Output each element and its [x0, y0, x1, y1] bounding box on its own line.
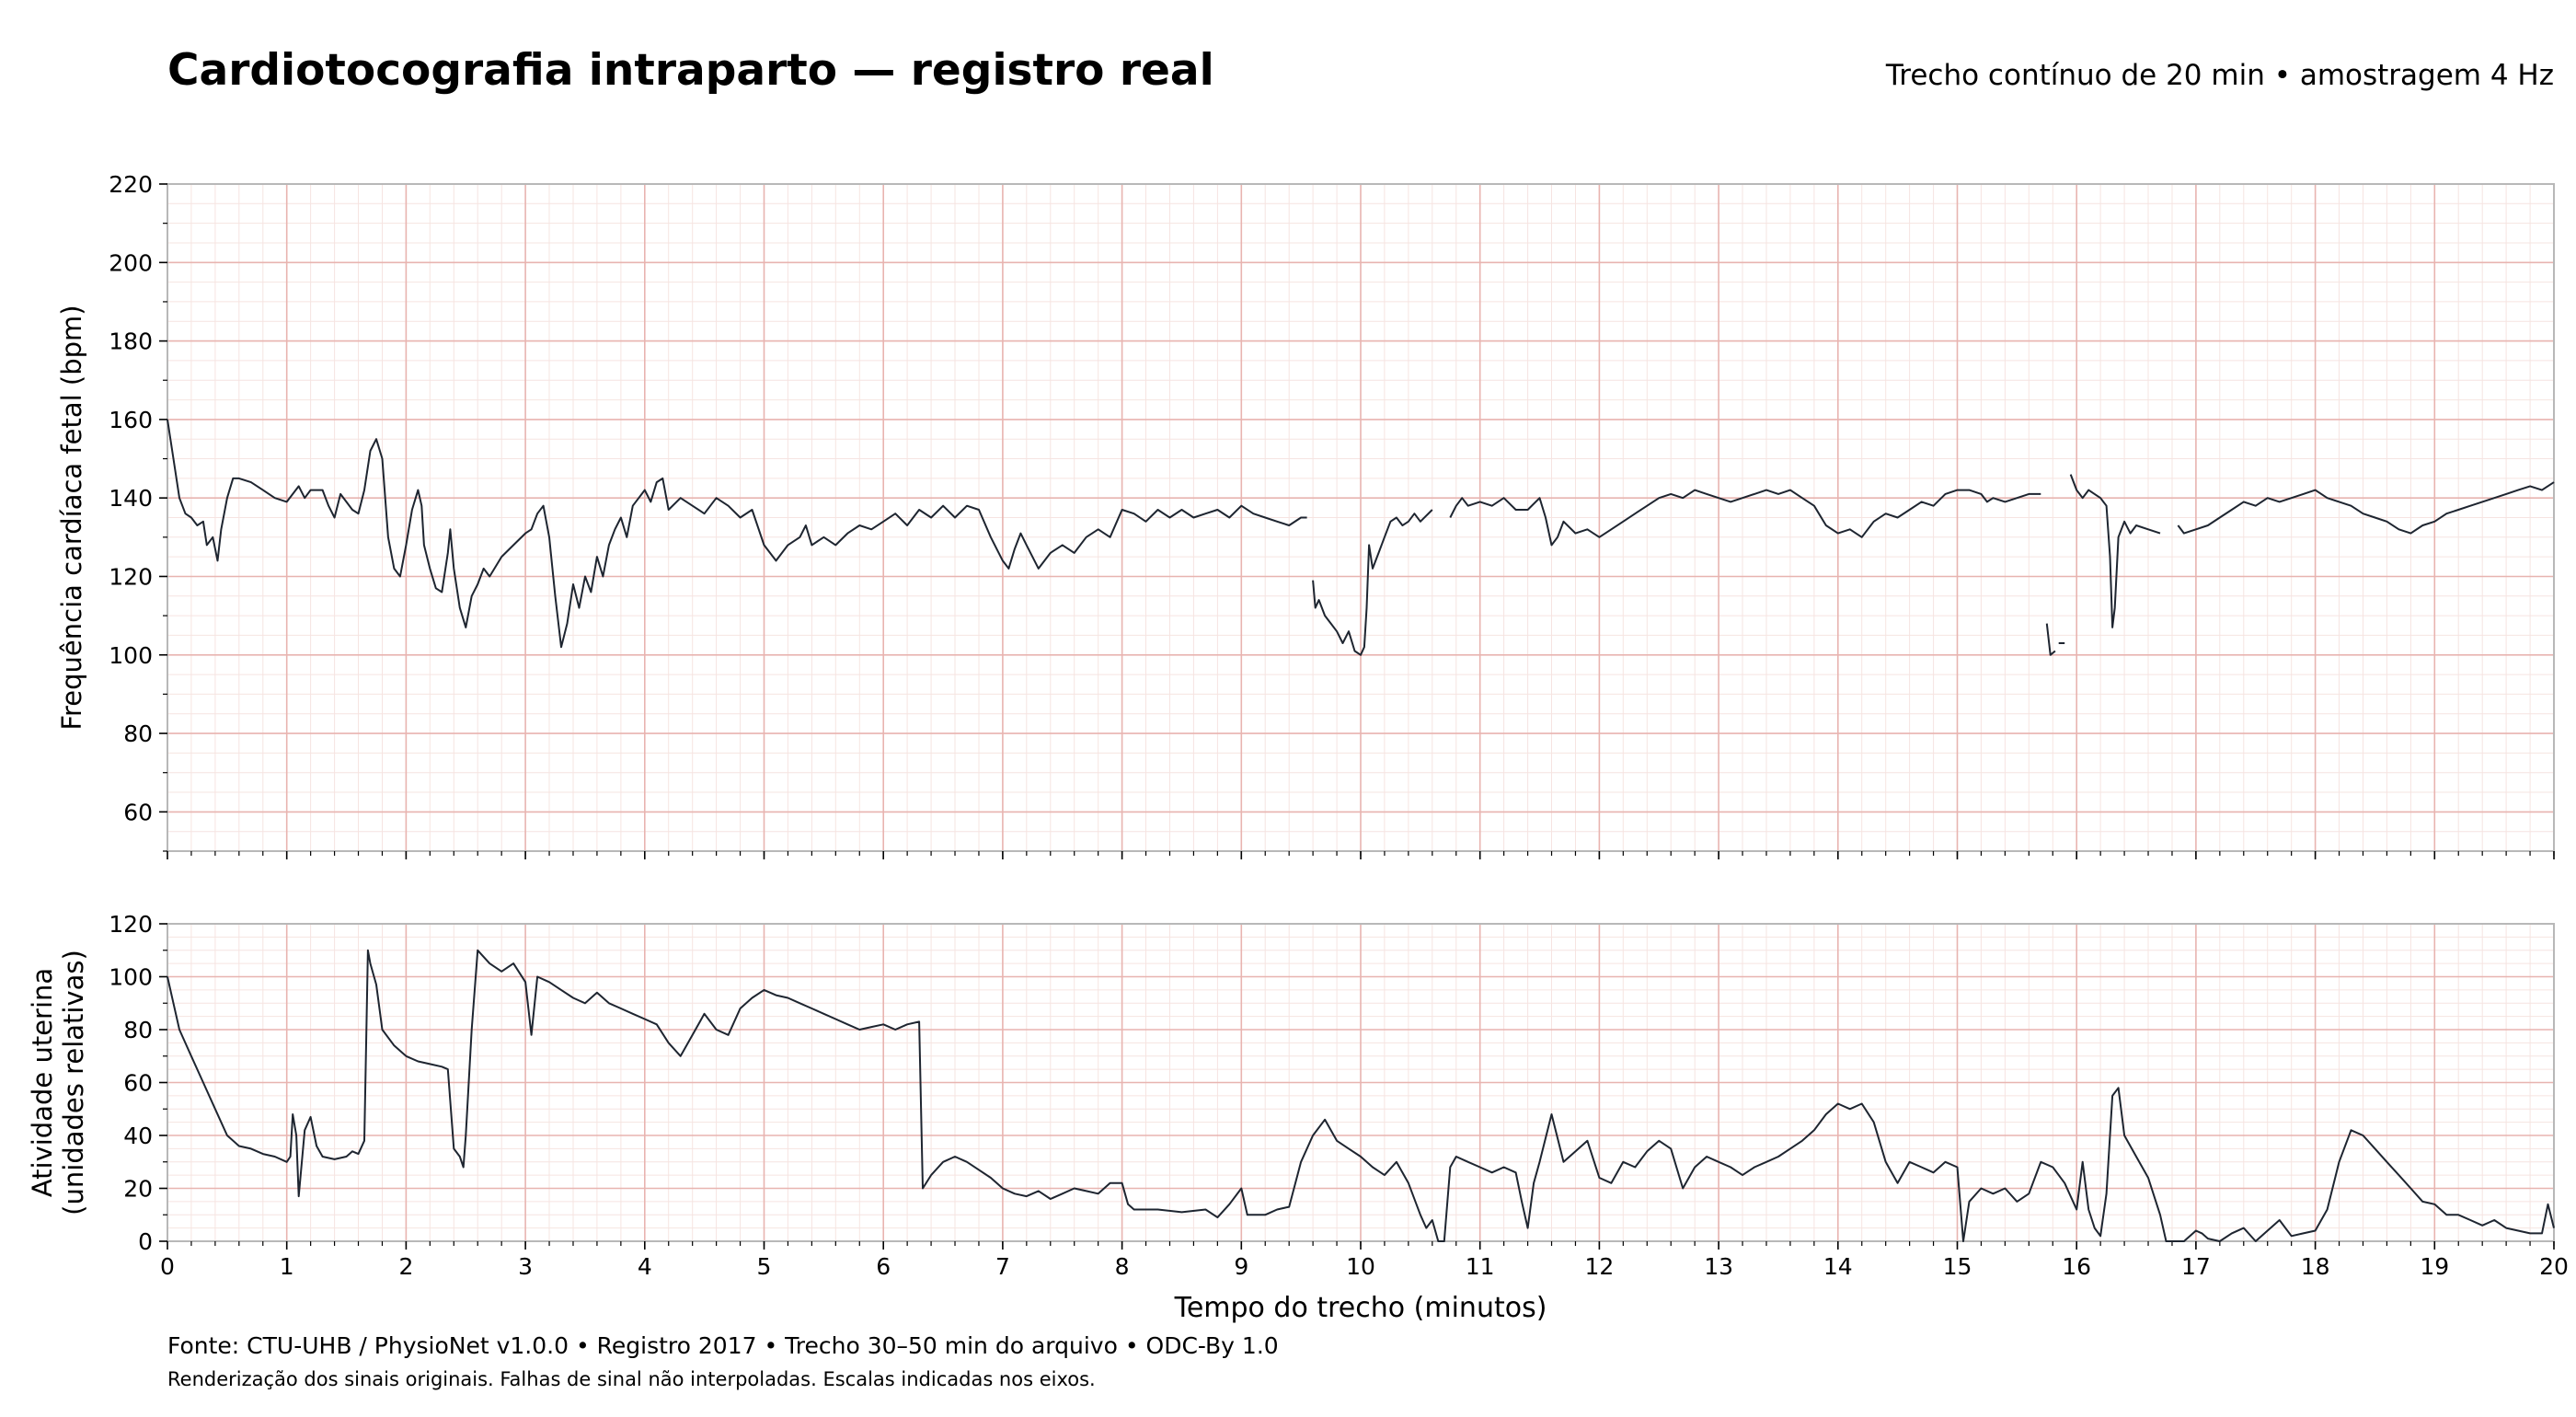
fhr-y-tick-label: 160 [109, 407, 153, 433]
chart-subtitle: Trecho contínuo de 20 min • amostragem 4… [1885, 59, 2554, 92]
ua-x-tick-label: 10 [1346, 1253, 1375, 1280]
ua-x-tick-label: 5 [757, 1253, 772, 1280]
fhr-panel: 60 80 100 120 140 160 180 200 220 Frequência card… [56, 171, 2555, 859]
ua-x-tick-label: 17 [2181, 1253, 2211, 1280]
ua-x-tick-label: 7 [995, 1253, 1010, 1280]
fhr-y-tick-label: 100 [109, 642, 153, 669]
ua-x-tick-label: 9 [1234, 1253, 1248, 1280]
fhr-y-tick-label: 220 [109, 171, 153, 198]
ua-y-tick-label: 40 [123, 1123, 153, 1149]
ua-x-tick-label: 4 [638, 1253, 652, 1280]
ua-x-tick-label: 0 [160, 1253, 175, 1280]
ua-x-axis-label: Tempo do trecho (minutos) [1174, 1292, 1547, 1324]
fhr-trace-segment-6 [2069, 474, 2161, 628]
ua-y-tick-label: 60 [123, 1070, 153, 1097]
fhr-y-tick-label: 200 [109, 249, 153, 276]
chart-title: Cardiotocografia intraparto — registro r… [167, 45, 1214, 96]
ua-x-tick-label: 8 [1115, 1253, 1130, 1280]
ua-x-tick-label: 20 [2539, 1253, 2569, 1280]
fhr-y-tick-label: 120 [109, 563, 153, 590]
source-note: Fonte: CTU-UHB / PhysioNet v1.0.0 • Regi… [167, 1332, 1279, 1359]
fhr-y-tick-label: 140 [109, 485, 153, 512]
fhr-y-tick-label: 60 [123, 799, 153, 825]
fhr-trace-segment-2 [1312, 509, 1433, 656]
fhr-y-axis-label: Frequência cardíaca fetal (bpm) [56, 305, 87, 730]
ua-x-tick-label: 19 [2420, 1253, 2449, 1280]
ua-x-tick-label: 3 [518, 1253, 533, 1280]
ua-x-tick-label: 12 [1584, 1253, 1614, 1280]
ua-x-tick-label: 1 [280, 1253, 294, 1280]
fhr-trace-segment-7 [2177, 481, 2555, 535]
ua-x-tick-label: 13 [1704, 1253, 1733, 1280]
ua-x-tick-label: 14 [1823, 1253, 1853, 1280]
fhr-trace-segment-4 [2045, 623, 2056, 656]
rendering-note: Renderização dos sinais originais. Falha… [167, 1368, 1096, 1390]
ua-y-tick-label: 100 [109, 964, 153, 991]
fhr-y-tick-label: 80 [123, 720, 153, 747]
ua-x-tick-label: 6 [876, 1253, 891, 1280]
fhr-major-grid [167, 183, 2555, 851]
ua-x-tick-label: 16 [2062, 1253, 2091, 1280]
ua-major-grid [167, 923, 2555, 1242]
ua-y-axis-label: Atividade uterina(unidades relativas) [27, 950, 89, 1215]
ua-x-tick-label: 15 [1943, 1253, 1972, 1280]
fhr-y-tick-label: 180 [109, 328, 153, 355]
fhr-trace-segment-3 [1449, 489, 2041, 547]
ua-y-tick-label: 20 [123, 1176, 153, 1203]
ua-x-tick-label: 18 [2301, 1253, 2330, 1280]
ua-x-tick-label: 2 [398, 1253, 413, 1280]
ua-trace-segment-1 [167, 949, 2555, 1242]
ua-y-tick-label: 120 [109, 911, 153, 938]
ua-y-tick-label: 80 [123, 1017, 153, 1043]
fhr-trace-segment-1 [167, 419, 1307, 649]
ua-x-tick-label: 11 [1466, 1253, 1495, 1280]
ua-y-tick-label: 0 [138, 1228, 153, 1255]
